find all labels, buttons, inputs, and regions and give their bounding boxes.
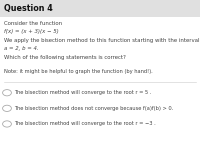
Text: Question 4: Question 4 bbox=[4, 4, 53, 13]
Text: Which of the following statements is correct?: Which of the following statements is cor… bbox=[4, 55, 126, 60]
Text: f(x) = (x + 3)(x − 5): f(x) = (x + 3)(x − 5) bbox=[4, 29, 59, 34]
Bar bbox=[0, 0, 200, 17]
Text: We apply the bisection method to this function starting with the interval  [2, 4: We apply the bisection method to this fu… bbox=[4, 38, 200, 43]
Text: The bisection method does not converge because f(a)f(b) > 0.: The bisection method does not converge b… bbox=[14, 106, 173, 111]
Text: a = 2, b = 4.: a = 2, b = 4. bbox=[4, 46, 39, 51]
Text: The bisection method will converge to the root r = 5 .: The bisection method will converge to th… bbox=[14, 90, 151, 95]
Text: Consider the function: Consider the function bbox=[4, 21, 62, 26]
Text: Note: it might be helpful to graph the function (by hand!).: Note: it might be helpful to graph the f… bbox=[4, 69, 153, 74]
Text: The bisection method will converge to the root r = −3 .: The bisection method will converge to th… bbox=[14, 121, 156, 126]
